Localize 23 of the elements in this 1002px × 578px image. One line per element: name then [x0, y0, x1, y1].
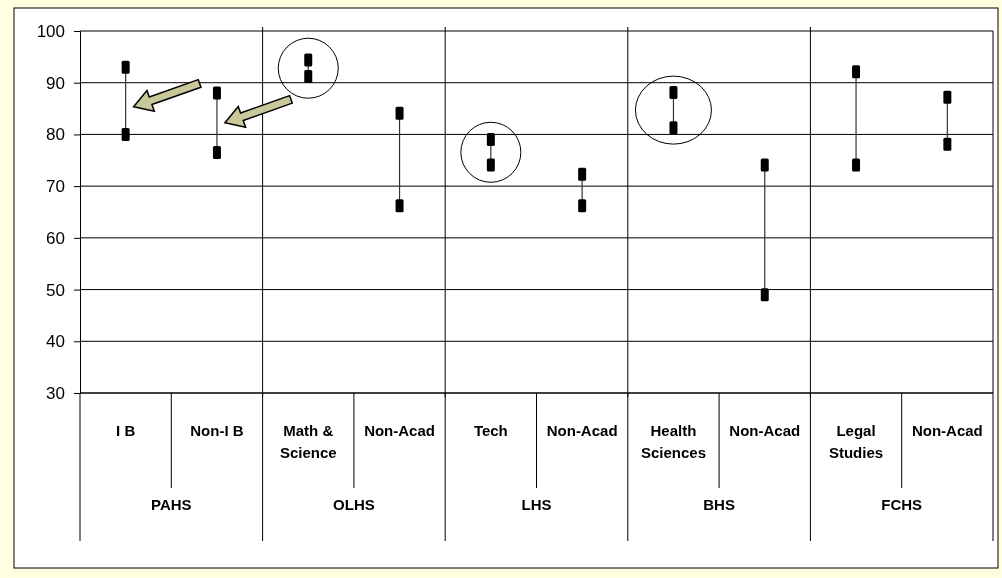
x-tick-label: Non-I B [190, 422, 244, 439]
y-tick-label: 50 [46, 280, 65, 300]
y-tick-label: 90 [46, 73, 65, 93]
x-tick-label: Math & Science [279, 422, 337, 461]
text: OLHS [333, 496, 375, 513]
y-tick-label: 30 [46, 383, 65, 403]
text: FCHS [881, 496, 923, 513]
x-tick-label: Health Sciences [640, 422, 706, 461]
x-tick-label: Non-Acad [364, 422, 435, 439]
x-tick-label: Non-Acad [911, 422, 983, 439]
text: LHS [521, 496, 552, 513]
y-tick-label: 100 [36, 21, 65, 41]
x-tick-label: I B [116, 422, 136, 439]
x-tick-label: Non-Acad [729, 422, 801, 439]
x-tick-label: Non-Acad [546, 422, 618, 439]
x-tick-label: Tech [473, 422, 508, 439]
x-tick-label: Legal Studies [828, 422, 884, 461]
text: PAHS [151, 496, 192, 513]
text: BHS [703, 496, 735, 513]
y-tick-label: 80 [46, 125, 65, 145]
y-tick-label: 70 [46, 177, 65, 197]
y-tick-label: 40 [46, 332, 65, 352]
y-tick-label: 60 [46, 228, 65, 248]
